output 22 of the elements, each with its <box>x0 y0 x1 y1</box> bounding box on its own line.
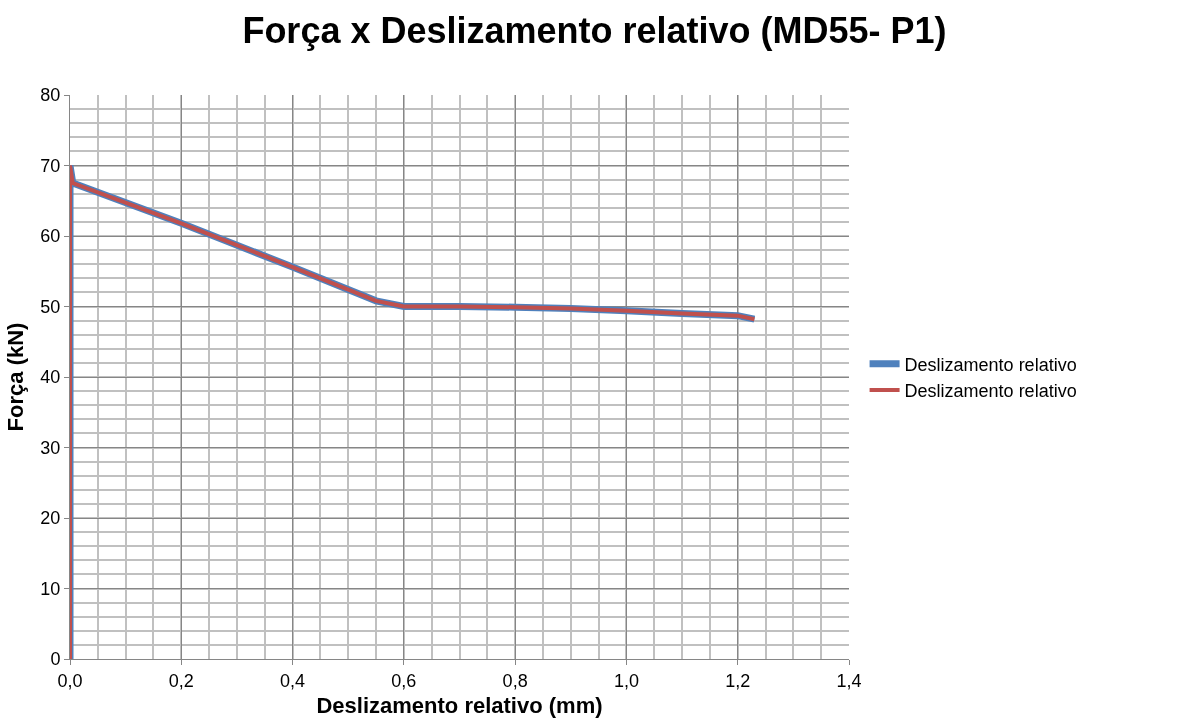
x-tick-label: 1,2 <box>725 670 751 691</box>
y-tick-label: 80 <box>40 85 61 106</box>
y-axis-title: Força (kN) <box>3 322 29 432</box>
y-tick-label: 60 <box>40 226 61 247</box>
x-tick-label: 0,6 <box>391 670 417 691</box>
x-tick-label: 0,4 <box>280 670 306 691</box>
y-tick-label: 50 <box>40 296 61 317</box>
legend-label: Deslizamento relativo <box>904 381 1077 402</box>
y-tick-label: 70 <box>40 155 61 176</box>
y-tick-label: 10 <box>40 578 61 599</box>
x-tick-label: 0,8 <box>502 670 528 691</box>
y-tick-label: 40 <box>40 367 61 388</box>
y-tick-label: 0 <box>50 649 61 670</box>
y-tick-label: 30 <box>40 437 61 458</box>
x-tick-label: 0,2 <box>168 670 194 691</box>
y-tick-label: 20 <box>40 508 61 529</box>
legend-label: Deslizamento relativo <box>904 354 1077 375</box>
x-tick-label: 1,4 <box>836 670 862 691</box>
x-tick-label: 1,0 <box>613 670 639 691</box>
x-axis-title: Deslizamento relativo (mm) <box>316 693 603 719</box>
chart-title: Força x Deslizamento relativo (MD55- P1) <box>242 10 947 52</box>
x-tick-label: 0,0 <box>57 670 83 691</box>
